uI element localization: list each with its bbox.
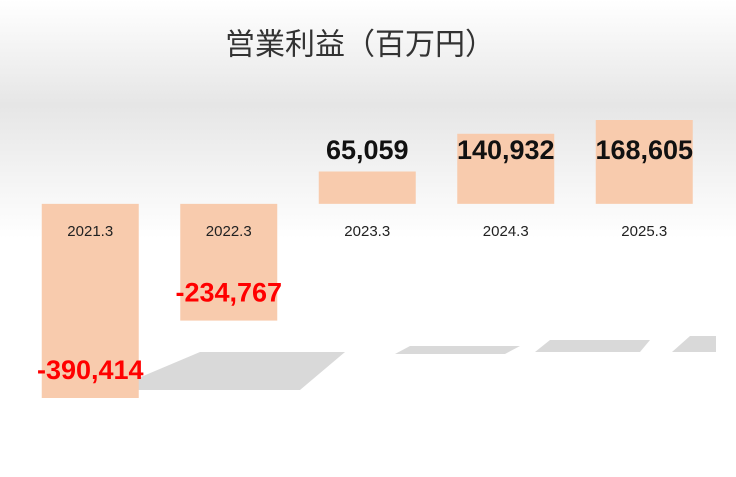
bar: [180, 203, 278, 321]
x-tick-label: 2021.3: [67, 223, 113, 240]
x-tick-label: 2022.3: [206, 223, 252, 240]
value-label: 140,932: [457, 135, 555, 165]
x-tick-label: 2023.3: [344, 223, 390, 240]
value-label: -390,414: [37, 355, 144, 385]
bar: [318, 171, 416, 204]
value-label: 168,605: [595, 135, 693, 165]
x-tick-label: 2025.3: [621, 223, 667, 240]
chart-title: 営業利益（百万円）: [225, 28, 495, 63]
floor-shadows: [110, 336, 716, 390]
x-tick-label: 2024.3: [483, 223, 529, 240]
value-label: 65,059: [326, 135, 409, 165]
value-label: -234,767: [175, 278, 282, 308]
bar: [595, 120, 693, 204]
bar: [457, 133, 555, 204]
bar: [41, 203, 139, 398]
